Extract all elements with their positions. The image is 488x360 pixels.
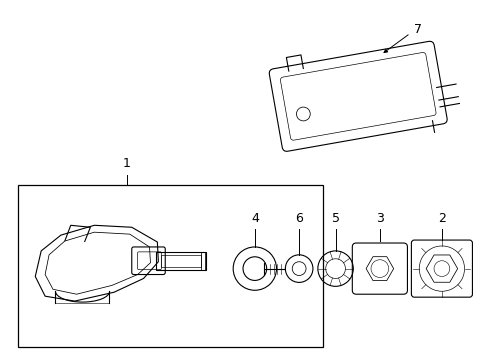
Bar xyxy=(18,185,322,347)
Text: 1: 1 xyxy=(122,157,130,170)
Text: 7: 7 xyxy=(413,23,422,36)
Text: 3: 3 xyxy=(375,212,383,225)
Bar xyxy=(156,252,205,270)
Text: 6: 6 xyxy=(295,212,303,225)
Text: 2: 2 xyxy=(437,212,445,225)
Bar xyxy=(161,255,200,267)
Text: 4: 4 xyxy=(250,212,258,225)
Text: 5: 5 xyxy=(331,212,339,225)
